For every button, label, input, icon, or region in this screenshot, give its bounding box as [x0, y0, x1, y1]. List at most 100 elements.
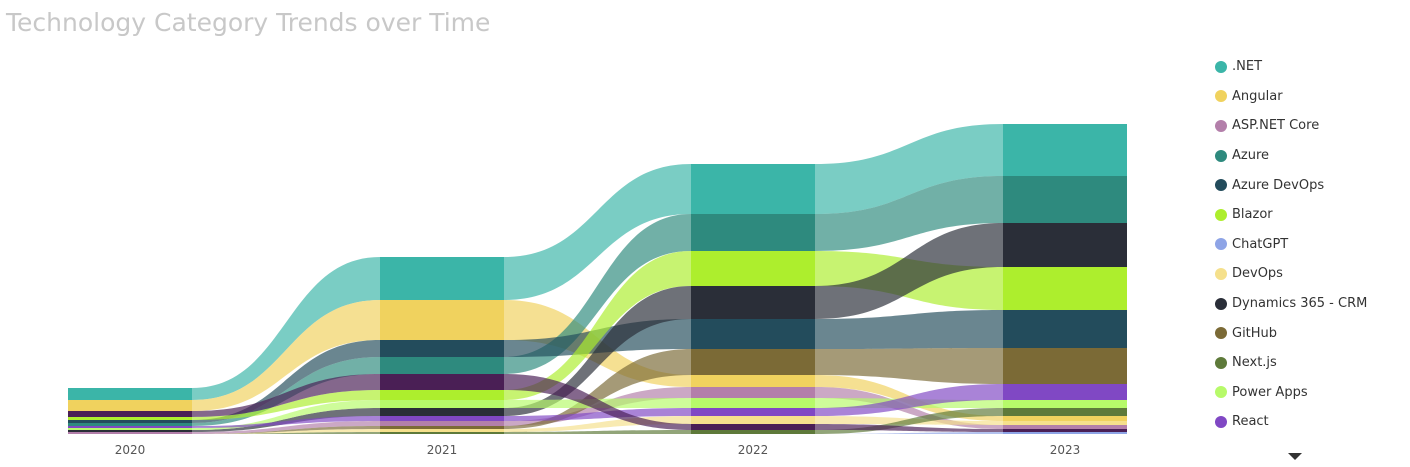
ribbon-chatgpt-2022-2023 [815, 432, 1003, 434]
legend-item[interactable]: Blazor [1215, 200, 1405, 230]
bar-angular-2020 [68, 400, 192, 411]
legend-dot-icon [1215, 238, 1227, 251]
ribbon-net-2021-2022 [504, 164, 691, 300]
ribbon-azure-2020-2021 [192, 357, 380, 426]
bar-next-js-2021 [380, 432, 504, 434]
legend-label: .NET [1232, 59, 1263, 75]
bar-blazor-2020 [68, 417, 192, 420]
legend-label: Azure [1232, 148, 1270, 164]
bar-asp-net-core-2022 [691, 387, 815, 398]
bar-angular-2021 [380, 300, 504, 340]
bar-next-js-2022 [691, 430, 815, 434]
bar-other-2021 [380, 374, 504, 390]
ribbon-next-js-2020-2021 [192, 432, 380, 434]
legend-dot-icon [1215, 60, 1227, 73]
bar-angular-2022 [691, 375, 815, 387]
x-tick-2020: 2020 [115, 443, 146, 457]
legend-item[interactable]: Azure [1215, 141, 1405, 171]
bar-power-apps-2022 [691, 398, 815, 408]
bar-azure-devops-2022 [691, 319, 815, 349]
ribbon-next-js-2022-2023 [815, 408, 1003, 434]
bar-net-2021 [380, 257, 504, 300]
ribbon-chart: 2020 2021 2022 2023 [68, 124, 1127, 457]
legend-dot-icon [1215, 267, 1227, 280]
ribbon-react-2020-2021 [192, 416, 380, 428]
legend-label: Next.js [1232, 355, 1277, 371]
ribbon-github-2022-2023 [815, 348, 1003, 384]
bar-azure-2022 [691, 214, 815, 251]
bar-react-2023 [1003, 384, 1127, 400]
legend-label: Azure DevOps [1232, 177, 1325, 193]
bar-asp-net-core-2020 [68, 432, 192, 434]
bar-github-2023 [1003, 348, 1127, 384]
bar-azure-devops-2023 [1003, 310, 1127, 348]
bar-github-2022 [691, 349, 815, 375]
ribbon-dynamics-365-crm-2022-2023 [815, 223, 1003, 319]
bar-net-2023 [1003, 124, 1127, 176]
legend-label: Dynamics 365 - CRM [1232, 296, 1368, 312]
ribbons [192, 124, 1003, 434]
ribbon-blazor-2020-2021 [192, 390, 380, 420]
ribbon-azure-devops-2020-2021 [192, 340, 380, 423]
legend-item[interactable]: Power Apps [1215, 378, 1405, 408]
bar-azure-2020 [68, 423, 192, 426]
legend-item[interactable]: Dynamics 365 - CRM [1215, 289, 1405, 319]
legend-item[interactable]: Azure DevOps [1215, 170, 1405, 200]
ribbon-power-apps-2020-2021 [192, 400, 380, 430]
ribbon-azure-2021-2022 [504, 214, 691, 374]
legend-dot-icon [1215, 208, 1227, 221]
legend-item[interactable]: GitHub [1215, 318, 1405, 348]
legend-dot-icon [1215, 119, 1227, 132]
ribbon-other-2020-2021 [192, 374, 380, 417]
legend-label: Blazor [1232, 207, 1273, 223]
bar-asp-net-core-2021 [380, 421, 504, 426]
legend-dot-icon [1215, 386, 1227, 399]
bars [68, 124, 1127, 434]
ribbon-dynamics-365-crm-2020-2021 [192, 408, 380, 432]
bar-devops-2021 [380, 429, 504, 432]
ribbon-net-2022-2023 [815, 124, 1003, 214]
bar-power-apps-2021 [380, 400, 504, 408]
bar-other-2022 [691, 424, 815, 430]
ribbon-github-2021-2022 [504, 349, 691, 429]
bar-devops-2023 [1003, 421, 1127, 425]
legend-label: DevOps [1232, 266, 1283, 282]
bar-blazor-2023 [1003, 267, 1127, 310]
bar-next-js-2023 [1003, 408, 1127, 416]
bar-power-apps-2023 [1003, 400, 1127, 408]
ribbon-asp-net-core-2020-2021 [192, 421, 380, 434]
bar-blazor-2022 [691, 251, 815, 286]
legend-item[interactable]: React [1215, 407, 1405, 437]
x-tick-2023: 2023 [1050, 443, 1081, 457]
legend-item[interactable]: ASP.NET Core [1215, 111, 1405, 141]
bar-dynamics-365-crm-2023 [1003, 223, 1127, 267]
ribbon-azure-devops-2022-2023 [815, 310, 1003, 349]
bar-power-apps-2020 [68, 428, 192, 430]
legend-item[interactable]: DevOps [1215, 259, 1405, 289]
ribbon-react-2021-2022 [504, 408, 691, 421]
legend-scroll-down-icon[interactable] [1288, 453, 1302, 460]
chart-title: Technology Category Trends over Time [6, 8, 491, 37]
legend-label: React [1232, 414, 1269, 430]
ribbon-github-2020-2021 [192, 426, 380, 434]
ribbon-azure-2022-2023 [815, 176, 1003, 251]
bar-react-2020 [68, 426, 192, 428]
bar-net-2020 [68, 388, 192, 400]
bar-github-2021 [380, 426, 504, 429]
legend-dot-icon [1215, 415, 1227, 428]
legend-item[interactable]: Next.js [1215, 348, 1405, 378]
legend-item[interactable]: Angular [1215, 82, 1405, 112]
legend-item[interactable]: ChatGPT [1215, 230, 1405, 260]
ribbon-next-js-2021-2022 [504, 430, 691, 434]
legend-dot-icon [1215, 179, 1227, 192]
legend-item[interactable]: .NET [1215, 52, 1405, 82]
bar-dynamics-365-crm-2020 [68, 430, 192, 432]
bar-other-2020 [68, 411, 192, 417]
bar-react-2021 [380, 416, 504, 421]
legend: .NET Angular ASP.NET Core Azure Azure DevOps… [1215, 52, 1405, 437]
legend-label: Angular [1232, 88, 1283, 104]
ribbon-blazor-2021-2022 [504, 251, 691, 400]
bar-net-2022 [691, 164, 815, 214]
legend-dot-icon [1215, 327, 1227, 340]
bar-azure-2023 [1003, 176, 1127, 223]
